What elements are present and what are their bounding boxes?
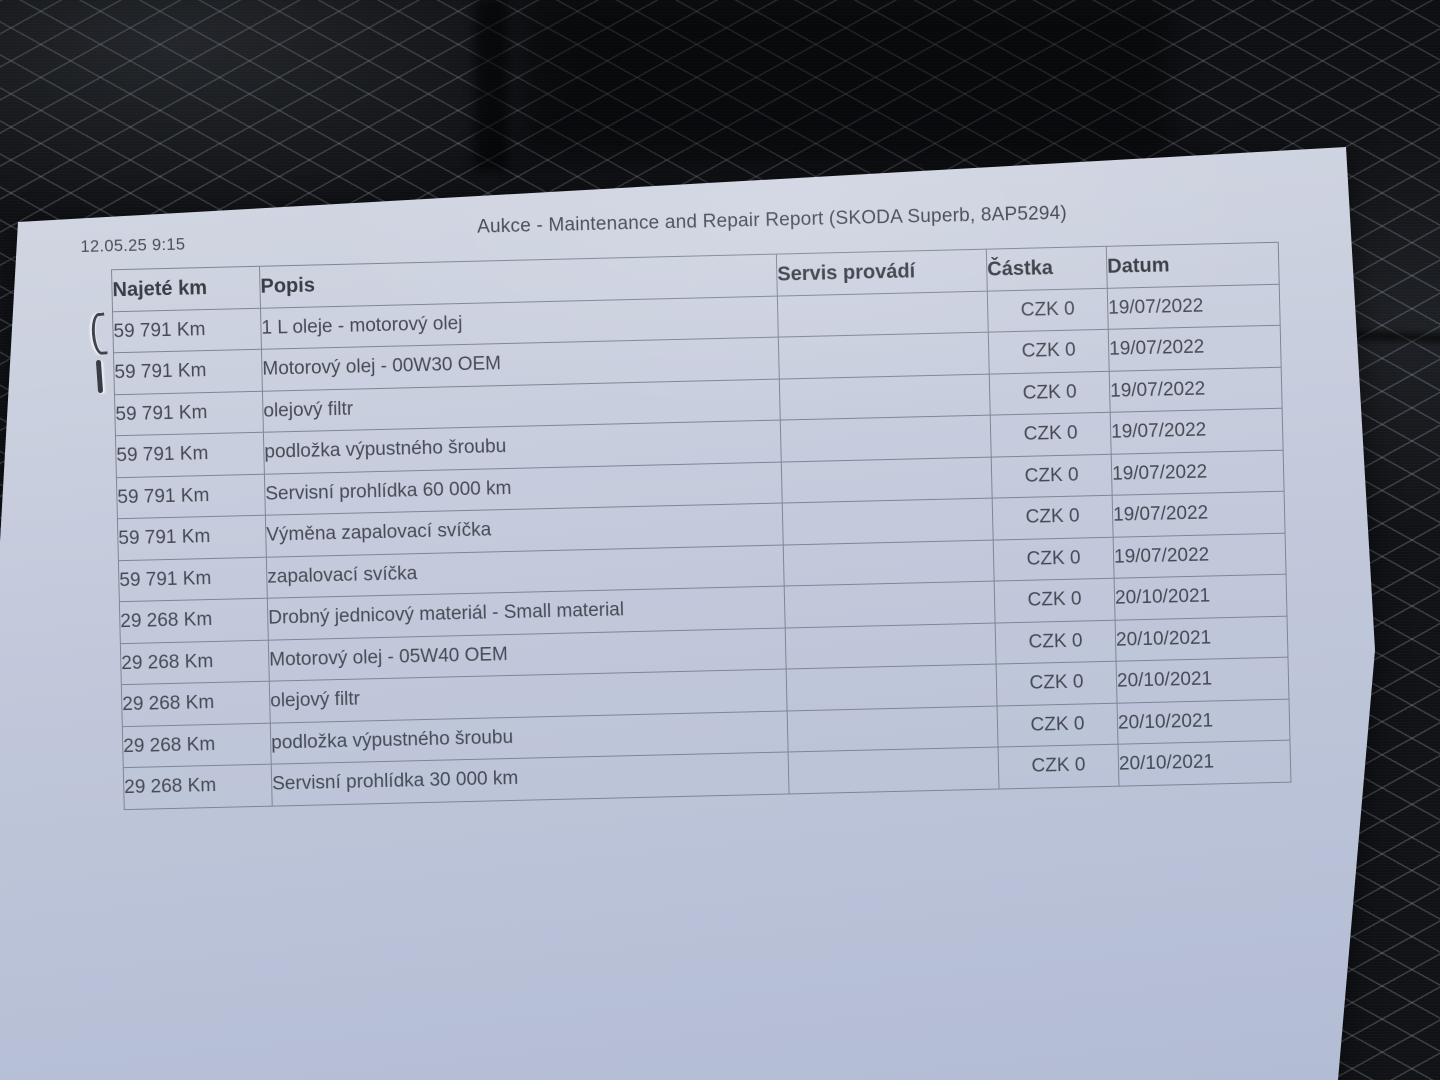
fabric-shadow-top — [520, 0, 1170, 160]
cell-date: 20/10/2021 — [1115, 615, 1288, 662]
printed-content: 12.05.25 9:15 Aukce - Maintenance and Re… — [80, 197, 1303, 810]
cell-amount: CZK 0 — [998, 744, 1119, 789]
column-header-servis-provadi: Servis provádí — [776, 249, 988, 296]
cell-mileage: 29 268 Km — [121, 681, 271, 727]
cell-description: Drobný jednicový materiál - Small materi… — [267, 586, 786, 640]
cell-service — [785, 622, 997, 669]
cell-date: 19/07/2022 — [1109, 366, 1283, 413]
cell-date: 19/07/2022 — [1108, 325, 1282, 371]
table-row: 59 791 Km 1 L oleje - motorový olej CZK … — [112, 283, 1281, 353]
cell-mileage: 29 268 Km — [122, 722, 272, 768]
cell-service — [783, 539, 995, 587]
cell-description: 1 L oleje - motorový olej — [260, 295, 779, 350]
cell-service — [780, 415, 992, 462]
cell-amount: CZK 0 — [990, 412, 1112, 457]
cell-date: 19/07/2022 — [1112, 491, 1286, 537]
column-header-najete-km: Najeté km — [111, 266, 261, 312]
table-row: 59 791 Km Výměna zapalovací svíčka CZK 0… — [117, 491, 1286, 561]
cell-service — [788, 747, 1000, 794]
table-row: 59 791 Km olejový filtr CZK 0 19/07/2022 — [114, 366, 1283, 436]
cell-service — [787, 705, 999, 752]
cell-mileage: 59 791 Km — [116, 473, 266, 519]
cell-description: podložka výpustného šroubu — [270, 710, 789, 765]
cell-description: Výměna zapalovací svíčka — [265, 503, 784, 557]
cell-date: 19/07/2022 — [1110, 408, 1284, 454]
cell-mileage: 59 791 Km — [118, 556, 268, 602]
cell-service — [782, 498, 994, 545]
cell-service — [786, 664, 998, 711]
cell-mileage: 59 791 Km — [117, 515, 267, 561]
cell-amount: CZK 0 — [992, 495, 1114, 540]
cell-date: 20/10/2021 — [1114, 574, 1288, 620]
column-header-castka: Částka — [986, 246, 1108, 291]
document-header: 12.05.25 9:15 Aukce - Maintenance and Re… — [80, 197, 1291, 269]
table-row: 59 791 Km Servisní prohlídka 60 000 km C… — [116, 449, 1285, 519]
cell-mileage: 59 791 Km — [115, 432, 265, 478]
cell-mileage: 29 268 Km — [120, 639, 270, 685]
cell-service — [778, 332, 990, 379]
cell-amount: CZK 0 — [988, 329, 1110, 374]
cell-date: 19/07/2022 — [1113, 532, 1287, 579]
table-row: 29 268 Km Servisní prohlídka 30 000 km C… — [123, 740, 1291, 810]
cell-amount: CZK 0 — [993, 536, 1115, 582]
cell-date: 20/10/2021 — [1117, 698, 1290, 745]
cell-description: Motorový olej - 05W40 OEM — [268, 627, 787, 682]
cell-description: zapalovací svíčka — [266, 544, 785, 599]
cell-description: olejový filtr — [269, 668, 788, 723]
print-timestamp: 12.05.25 9:15 — [80, 235, 186, 256]
cell-service — [779, 373, 991, 421]
table-header-row: Najeté km Popis Servis provádí Částka Da… — [111, 242, 1280, 312]
cell-mileage: 29 268 Km — [119, 598, 269, 644]
table-row: 59 791 Km Motorový olej - 00W30 OEM CZK … — [113, 325, 1282, 395]
cell-amount: CZK 0 — [994, 578, 1116, 623]
cell-amount: CZK 0 — [995, 619, 1117, 665]
table-row: 29 268 Km olejový filtr CZK 0 20/10/2021 — [121, 657, 1289, 727]
table-body: 59 791 Km 1 L oleje - motorový olej CZK … — [112, 283, 1291, 810]
table-row: 29 268 Km podložka výpustného šroubu CZK… — [122, 698, 1290, 768]
staple-mark — [95, 359, 104, 394]
cell-mileage: 29 268 Km — [123, 764, 273, 810]
cell-service — [777, 290, 989, 338]
cell-amount: CZK 0 — [989, 370, 1111, 416]
cell-mileage: 59 791 Km — [113, 349, 263, 395]
column-header-datum: Datum — [1106, 242, 1280, 288]
cell-description: Servisní prohlídka 30 000 km — [271, 751, 790, 806]
cell-date: 20/10/2021 — [1116, 657, 1289, 703]
maintenance-table: Najeté km Popis Servis provádí Částka Da… — [111, 242, 1291, 810]
cell-amount: CZK 0 — [996, 661, 1118, 706]
cell-amount: CZK 0 — [987, 287, 1109, 333]
cell-description: olejový filtr — [262, 378, 781, 433]
cell-mileage: 59 791 Km — [112, 307, 262, 353]
cell-amount: CZK 0 — [991, 453, 1113, 499]
column-header-popis: Popis — [259, 254, 778, 308]
staple-mark — [90, 312, 108, 356]
cell-service — [781, 456, 993, 504]
fabric-seam-vertical — [474, 0, 508, 170]
cell-mileage: 59 791 Km — [114, 390, 264, 436]
cell-date: 19/07/2022 — [1111, 449, 1285, 496]
table-row: 59 791 Km podložka výpustného šroubu CZK… — [115, 408, 1284, 478]
table-row: 29 268 Km Motorový olej - 05W40 OEM CZK … — [120, 615, 1288, 685]
document-title: Aukce - Maintenance and Repair Report (S… — [476, 202, 1068, 238]
cell-description: podložka výpustného šroubu — [263, 420, 782, 474]
table-row: 59 791 Km zapalovací svíčka CZK 0 19/07/… — [118, 532, 1287, 602]
cell-date: 20/10/2021 — [1117, 740, 1291, 786]
cell-description: Motorový olej - 00W30 OEM — [261, 337, 780, 391]
cell-service — [784, 581, 996, 628]
cell-date: 19/07/2022 — [1107, 283, 1281, 330]
cell-description: Servisní prohlídka 60 000 km — [264, 461, 783, 516]
table-row: 29 268 Km Drobný jednicový materiál - Sm… — [119, 574, 1288, 644]
cell-amount: CZK 0 — [997, 702, 1118, 748]
